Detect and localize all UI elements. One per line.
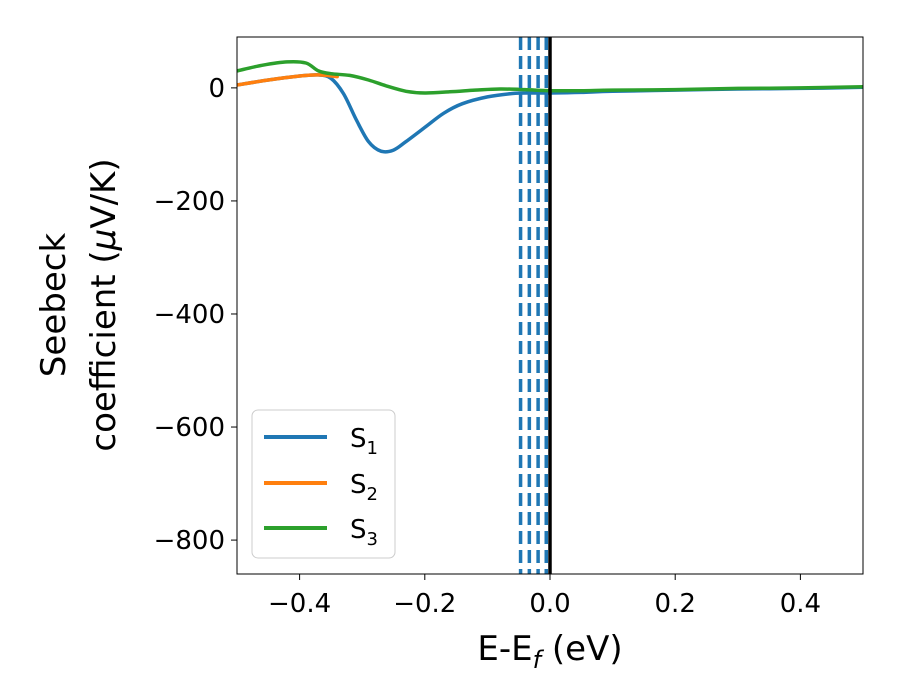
axis-ticks: −0.4 −0.2 0.0 0.2 0.4 0 −200 −400 −600 −800	[154, 74, 822, 619]
y-axis-label-line2: coefficient (μV/K)	[84, 158, 124, 451]
y-axis-label: Seebeck coefficient (μV/K)	[34, 158, 124, 451]
x-tick-label: −0.2	[393, 589, 456, 619]
y-tick-label: −800	[154, 526, 225, 556]
y-tick-label: −200	[154, 187, 225, 217]
y-tick-label: −400	[154, 300, 225, 330]
legend-label-s3: S3	[350, 515, 378, 550]
x-tick-label: 0.4	[780, 589, 821, 619]
x-axis-label: E-Ef (eV)	[477, 629, 622, 674]
x-tick-label: −0.4	[268, 589, 331, 619]
y-axis-label-line1: Seebeck	[34, 233, 74, 378]
y-tick-label: 0	[208, 74, 225, 104]
legend-label-s1: S1	[350, 424, 378, 459]
plot-data	[237, 37, 863, 574]
x-tick-label: 0.0	[529, 589, 570, 619]
legend-label-s2: S2	[350, 470, 378, 505]
series-line-s3	[237, 59, 863, 95]
y-tick-label: −600	[154, 413, 225, 443]
series-line-s2	[237, 73, 339, 87]
legend: S1 S2 S3	[251, 409, 396, 559]
x-tick-label: 0.2	[655, 589, 696, 619]
